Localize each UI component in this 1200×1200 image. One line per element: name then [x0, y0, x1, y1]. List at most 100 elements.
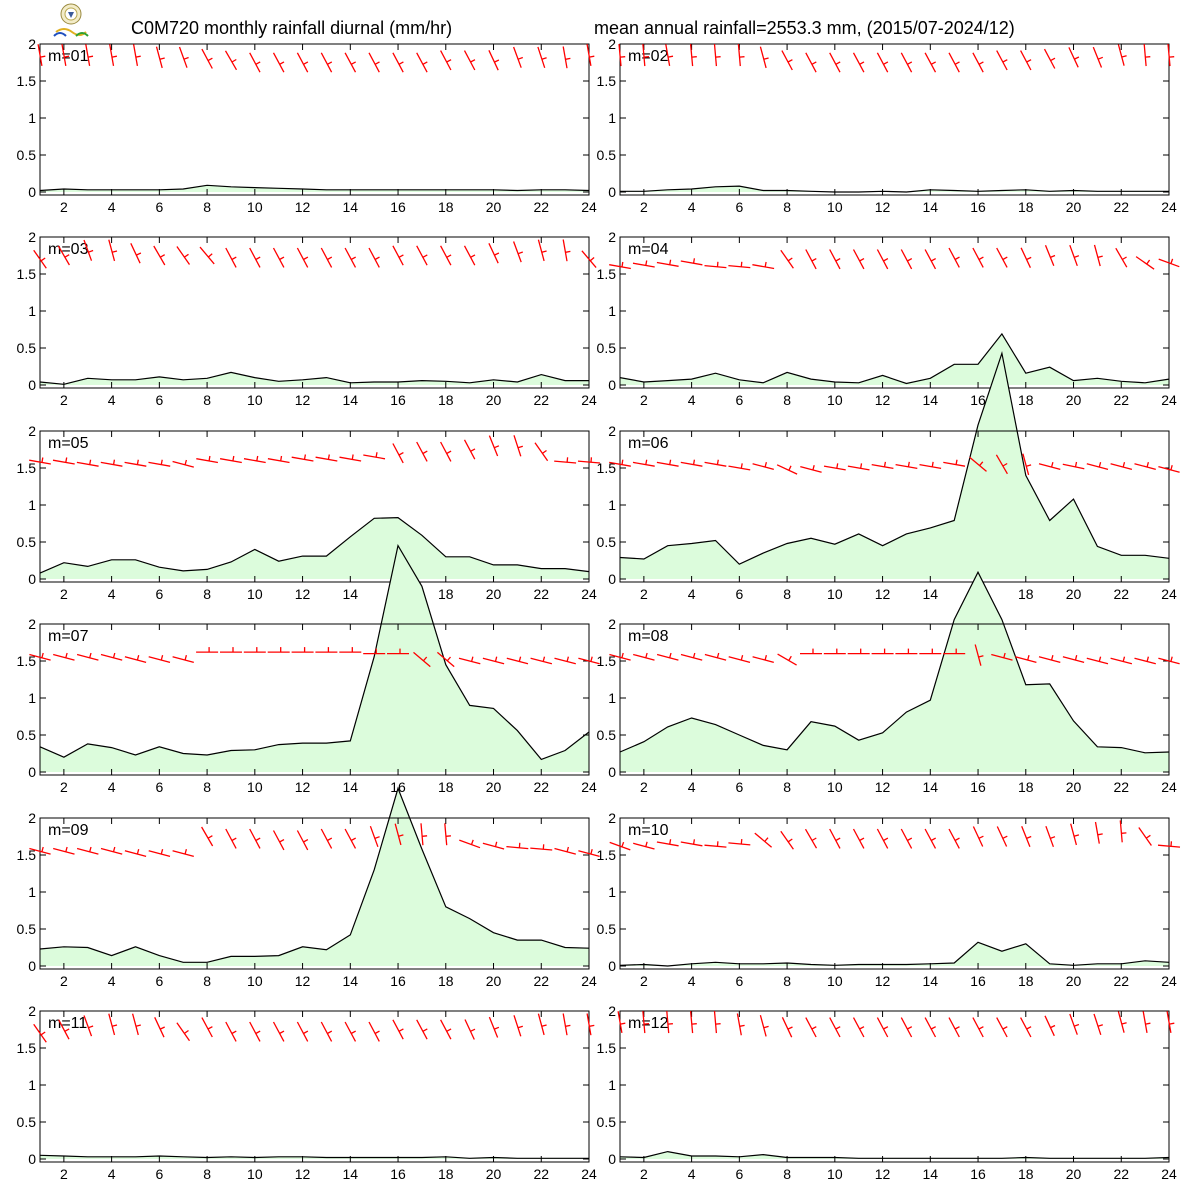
wind-barb-feather [1026, 464, 1032, 467]
x-tick-label: 10 [247, 586, 263, 602]
wind-barb-feather [978, 61, 984, 65]
x-tick-label: 24 [581, 586, 597, 602]
rainfall-line [619, 1150, 1170, 1159]
x-tick-label: 20 [486, 779, 502, 795]
wind-barb [609, 653, 631, 661]
y-tick-label: 1.5 [17, 73, 37, 89]
wind-barb [736, 1013, 742, 1036]
wind-barb-feather [183, 56, 189, 60]
wind-barb [562, 46, 568, 69]
x-tick-label: 24 [1161, 973, 1177, 989]
wind-barb-feather [327, 837, 333, 842]
wind-barb [320, 52, 333, 73]
y-tick-label: 1 [28, 110, 36, 126]
wind-barb [656, 841, 679, 847]
wind-barb [754, 832, 773, 848]
wind-barb [1022, 453, 1030, 476]
x-tick-label: 8 [203, 392, 211, 408]
wind-barb [581, 250, 597, 269]
wind-barb-feather [955, 459, 958, 465]
wind-barb [130, 243, 141, 264]
wind-barb [1158, 258, 1180, 268]
x-tick-label: 2 [640, 392, 648, 408]
wind-barb-feather [517, 56, 524, 60]
x-tick-label: 4 [108, 779, 116, 795]
wind-barb [554, 460, 577, 464]
x-tick-label: 20 [1066, 199, 1082, 215]
x-tick-label: 2 [60, 392, 68, 408]
wind-barb [728, 842, 751, 846]
wind-barb [1015, 656, 1037, 664]
y-tick-label: 2 [28, 36, 36, 52]
x-tick-label: 4 [688, 779, 696, 795]
rainfall-line [39, 543, 590, 761]
wind-barb-feather [111, 55, 118, 58]
y-tick-label: 2 [28, 1003, 36, 1019]
x-tick-label: 4 [108, 392, 116, 408]
wind-barb [1086, 657, 1109, 665]
wind-barb [440, 50, 452, 71]
wind-barb-feather [860, 463, 863, 469]
wind-barb [416, 52, 428, 73]
wind-barb [482, 842, 505, 850]
wind-barb [416, 1019, 428, 1040]
wind-barb-feather [1073, 255, 1080, 259]
x-tick-label: 12 [875, 779, 891, 795]
y-tick-label: 0.5 [597, 921, 617, 937]
wind-barb-feather [541, 250, 547, 253]
wind-barb-feather [1169, 1022, 1175, 1025]
wind-barb [1134, 657, 1156, 665]
x-tick-label: 10 [827, 392, 843, 408]
wind-barb-feather [303, 61, 309, 65]
wind-barb [704, 653, 727, 661]
wind-barb-feather [1146, 656, 1150, 662]
wind-barb-feather [787, 257, 793, 262]
wind-barb-feather [136, 849, 140, 855]
wind-barb [100, 461, 123, 467]
x-tick-label: 22 [1113, 392, 1129, 408]
wind-barb [225, 247, 237, 268]
x-tick-label: 24 [1161, 779, 1177, 795]
wind-barb [1093, 1013, 1102, 1036]
wind-barb-feather [1050, 655, 1054, 661]
wind-barb [109, 44, 115, 67]
wind-barb-feather [764, 837, 769, 842]
wind-barb [172, 460, 194, 468]
wind-barb [1134, 463, 1156, 471]
wind-barb-feather [1097, 255, 1103, 259]
wind-barb-feather [184, 655, 188, 661]
wind-barb [972, 52, 984, 73]
wind-barb-feather [978, 835, 984, 839]
wind-barb [972, 247, 984, 268]
wind-barb-feather [979, 461, 984, 467]
rainfall-line [39, 371, 589, 385]
wind-barb [272, 52, 285, 73]
wind-barb [201, 826, 214, 847]
wind-barb [488, 1016, 499, 1038]
wind-barb [1070, 823, 1078, 846]
wind-barb [996, 1017, 1008, 1038]
wind-barb [1167, 44, 1171, 67]
wind-barb [1069, 1013, 1078, 1035]
wind-barb [296, 52, 309, 73]
wind-barb [178, 46, 188, 68]
wind-barb-feather [398, 61, 404, 65]
wind-barb-feather [135, 55, 141, 58]
wind-barb-feather [207, 835, 213, 839]
wind-barb-feather [350, 1030, 357, 1035]
wind-barb-feather [470, 59, 476, 63]
wind-barb-feather [422, 254, 428, 258]
wind-barb [440, 441, 452, 462]
wind-barb-feather [422, 61, 428, 65]
wind-barb-feather [1050, 836, 1056, 840]
wind-barb [1045, 825, 1055, 848]
wind-barb [876, 249, 889, 270]
y-tick-label: 2 [28, 616, 36, 632]
wind-barb-feather [669, 652, 672, 658]
wind-barb-feather [621, 841, 625, 848]
wind-barb-feather [327, 256, 333, 261]
wind-barb [85, 44, 91, 67]
wind-barb-feather [350, 256, 357, 261]
wind-barb [554, 657, 576, 665]
plot-frame [619, 817, 1170, 970]
